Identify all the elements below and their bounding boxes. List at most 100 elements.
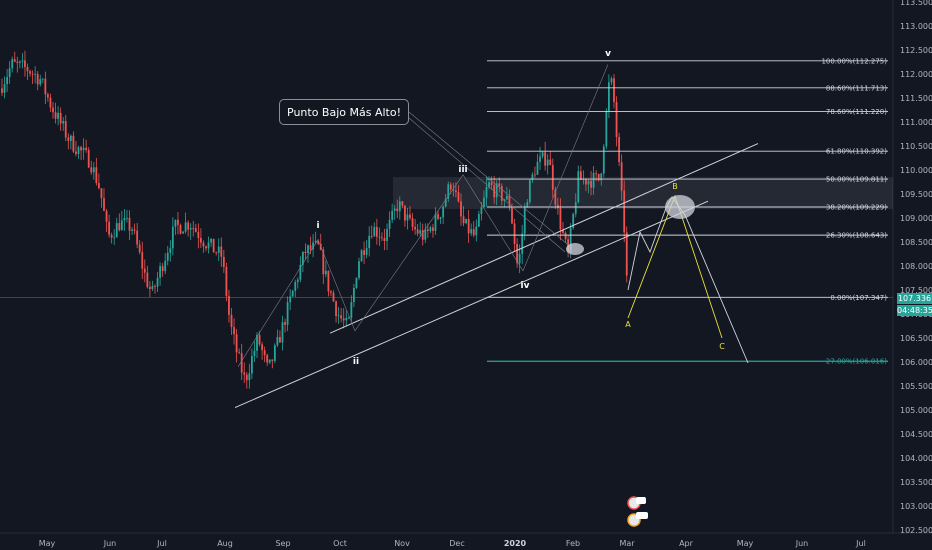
candle-body bbox=[118, 223, 121, 231]
candle-body bbox=[286, 302, 289, 325]
candle-body bbox=[233, 327, 235, 335]
y-tick-label: 106.500 bbox=[900, 334, 932, 343]
candle-body bbox=[197, 231, 200, 239]
candle-body bbox=[421, 230, 424, 240]
candle-body bbox=[562, 229, 564, 233]
candle-body bbox=[284, 322, 286, 325]
y-tick-label: 113.000 bbox=[900, 22, 932, 31]
candle-body bbox=[263, 350, 266, 355]
candle-body bbox=[409, 214, 411, 219]
candle-body bbox=[523, 207, 526, 234]
candle-body bbox=[383, 238, 386, 241]
candle-body bbox=[559, 208, 562, 230]
y-tick-label: 113.500 bbox=[900, 0, 932, 7]
candle-body bbox=[54, 112, 57, 119]
candle-body bbox=[620, 162, 623, 191]
candle-body bbox=[154, 285, 156, 287]
x-tick-label: Apr bbox=[679, 539, 694, 548]
candle-body bbox=[613, 78, 615, 103]
candle-body bbox=[388, 219, 391, 229]
candle-body bbox=[375, 226, 378, 237]
candle-body bbox=[368, 235, 371, 249]
candle-body bbox=[11, 59, 14, 69]
candle-body bbox=[261, 344, 263, 351]
candle-body bbox=[184, 222, 187, 232]
candle-body bbox=[477, 213, 480, 227]
candle-body bbox=[353, 287, 355, 303]
fib-level-label: 0.00%(107.347) bbox=[830, 294, 887, 302]
candle-body bbox=[87, 149, 90, 168]
candle-body bbox=[92, 167, 95, 173]
candle-body bbox=[59, 112, 62, 124]
candle-body bbox=[179, 224, 182, 234]
candle-body bbox=[16, 61, 19, 63]
candle-body bbox=[307, 245, 309, 254]
candle-body bbox=[41, 78, 44, 80]
candle-body bbox=[57, 112, 59, 119]
candle-body bbox=[460, 201, 462, 217]
candle-body bbox=[36, 73, 39, 85]
candle-body bbox=[406, 214, 409, 221]
candle-body bbox=[108, 221, 110, 235]
candle-body bbox=[243, 372, 246, 375]
candle-body bbox=[467, 219, 470, 234]
candle-body bbox=[230, 314, 233, 328]
candle-body bbox=[309, 245, 312, 250]
candle-body bbox=[312, 242, 314, 250]
candle-body bbox=[490, 182, 493, 186]
candle-body bbox=[200, 238, 202, 243]
candle-body bbox=[98, 183, 100, 189]
candle-body bbox=[442, 206, 445, 218]
trendline-lower bbox=[234, 200, 709, 409]
candle-body bbox=[64, 121, 67, 138]
candle-body bbox=[511, 206, 513, 224]
candle-body bbox=[21, 60, 24, 62]
y-tick-label: 112.500 bbox=[900, 46, 932, 55]
candle-body bbox=[85, 147, 88, 150]
candle-body bbox=[164, 260, 167, 272]
candle-body bbox=[483, 197, 485, 208]
candle-body bbox=[161, 266, 164, 272]
candle-body bbox=[485, 187, 488, 198]
candle-body bbox=[268, 359, 271, 363]
candle-body bbox=[29, 71, 31, 74]
candle-body bbox=[39, 79, 42, 85]
candle-body bbox=[457, 192, 460, 202]
candle-body bbox=[314, 240, 317, 243]
candle-body bbox=[159, 266, 161, 278]
candle-body bbox=[327, 270, 330, 292]
candle-body bbox=[347, 317, 350, 319]
candle-body bbox=[539, 156, 541, 162]
annotation-callout[interactable]: Punto Bajo Más Alto! bbox=[279, 99, 409, 125]
candle-body bbox=[82, 147, 85, 151]
candle-body bbox=[103, 198, 105, 211]
candle-body bbox=[465, 219, 467, 224]
candle-body bbox=[337, 315, 340, 317]
candle-body bbox=[340, 315, 343, 319]
candle-body bbox=[75, 151, 77, 155]
candle-body bbox=[322, 249, 325, 275]
y-tick-label: 109.000 bbox=[900, 214, 932, 223]
x-tick-label: Aug bbox=[217, 539, 233, 548]
fib-level-label: 38.20%(109.229) bbox=[826, 204, 887, 212]
candle-body bbox=[480, 207, 483, 214]
y-tick-label: 103.500 bbox=[900, 478, 932, 487]
candle-body bbox=[90, 167, 93, 173]
candle-body bbox=[608, 82, 610, 111]
candle-body bbox=[396, 208, 399, 212]
candle-body bbox=[115, 223, 118, 238]
x-tick-label: Feb bbox=[566, 539, 580, 548]
candle-body bbox=[271, 359, 274, 361]
candle-body bbox=[95, 167, 98, 184]
candle-body bbox=[123, 218, 126, 221]
event-badge bbox=[636, 497, 646, 504]
candle-body bbox=[317, 240, 320, 244]
x-tick-label: May bbox=[737, 539, 754, 548]
candle-body bbox=[437, 214, 439, 219]
fib-level-label: 100.00%(112.275) bbox=[821, 57, 887, 65]
candle-body bbox=[426, 229, 429, 231]
candle-body bbox=[623, 190, 626, 233]
candle-body bbox=[551, 165, 554, 190]
